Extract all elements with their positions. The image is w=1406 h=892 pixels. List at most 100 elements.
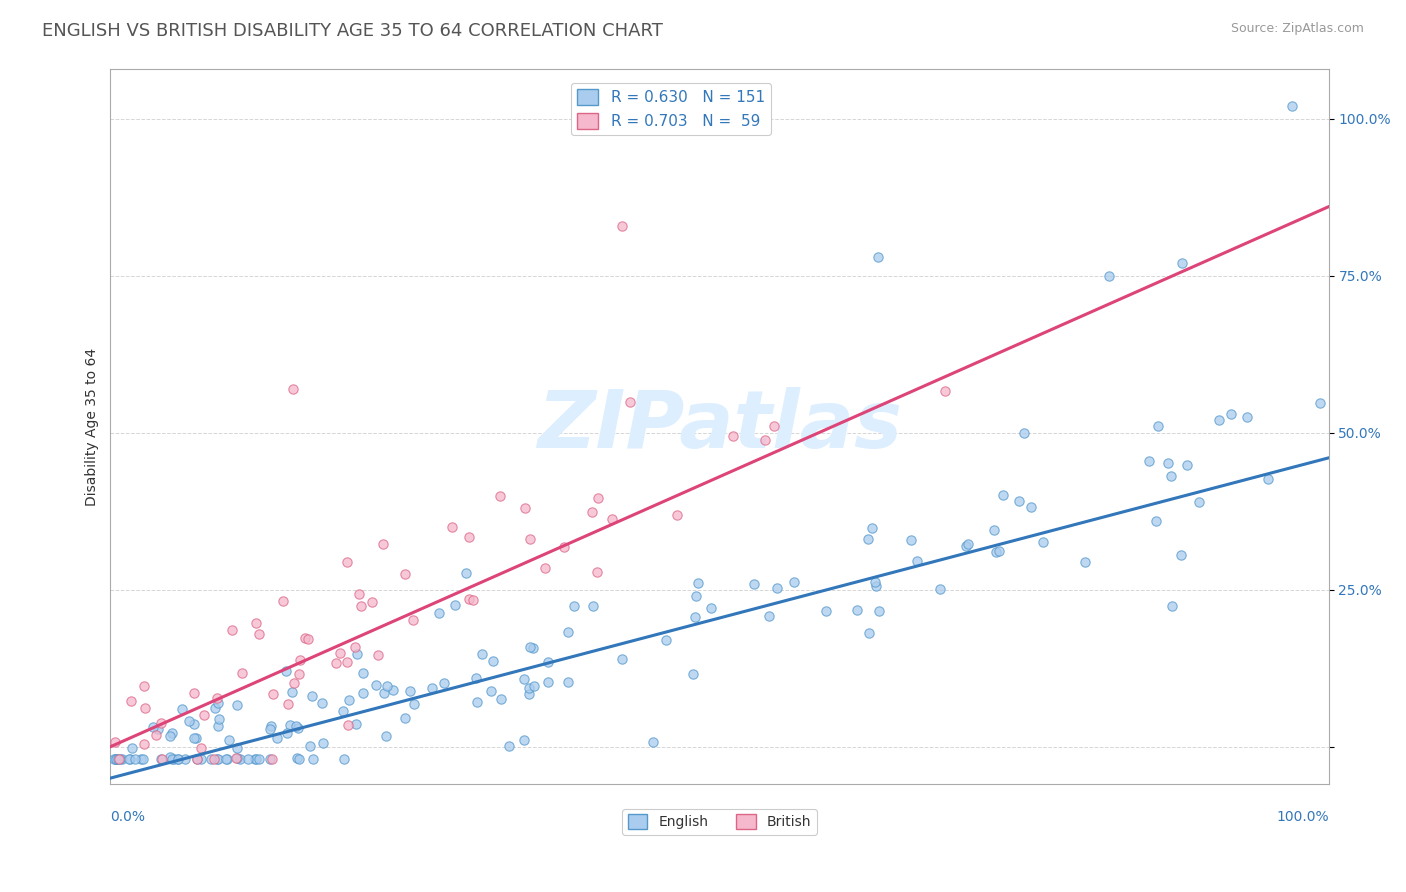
Point (249, 627, 271, 641)
Point (150, 715, 173, 730)
Point (336, 655, 359, 669)
Point (364, 678, 387, 692)
Point (1098, 268, 1121, 283)
Point (346, 647, 368, 661)
Point (585, 565, 607, 579)
Point (350, 599, 373, 613)
Point (600, 512, 623, 526)
Point (132, 738, 155, 752)
Point (427, 607, 450, 621)
Point (276, 725, 298, 739)
Point (766, 582, 789, 596)
Point (118, 752, 141, 766)
Point (1257, 472, 1279, 486)
Point (865, 575, 887, 590)
Point (402, 613, 425, 627)
Point (274, 664, 297, 678)
Point (404, 697, 426, 711)
Point (132, 752, 155, 766)
Point (124, 752, 146, 766)
Point (184, 731, 207, 745)
Point (245, 752, 267, 766)
Point (260, 719, 283, 733)
Point (352, 685, 374, 699)
Point (104, 735, 127, 749)
Point (586, 491, 609, 506)
Point (381, 682, 404, 697)
Point (1236, 409, 1258, 424)
Point (262, 687, 284, 701)
Point (619, 395, 641, 409)
Point (218, 733, 240, 747)
Point (685, 589, 707, 603)
Point (281, 382, 304, 396)
Point (245, 616, 267, 631)
Point (183, 731, 205, 746)
Point (120, 752, 142, 766)
Point (217, 752, 239, 766)
Point (934, 384, 956, 398)
Point (1208, 413, 1230, 427)
Point (683, 610, 706, 624)
Point (610, 652, 633, 666)
Point (900, 533, 922, 548)
Point (479, 683, 502, 698)
Point (643, 735, 665, 749)
Point (957, 537, 980, 551)
Point (167, 752, 190, 766)
Point (120, 694, 142, 708)
Point (285, 751, 308, 765)
Point (245, 752, 267, 766)
Y-axis label: Disability Age 35 to 64: Disability Age 35 to 64 (86, 347, 100, 506)
Point (489, 489, 512, 503)
Point (174, 752, 197, 766)
Point (686, 576, 709, 591)
Point (399, 684, 422, 698)
Point (553, 541, 575, 555)
Point (858, 626, 880, 640)
Point (1281, 99, 1303, 113)
Point (754, 434, 776, 448)
Point (160, 726, 183, 740)
Point (281, 685, 304, 699)
Point (312, 736, 335, 750)
Point (200, 752, 222, 766)
Point (482, 654, 505, 668)
Point (519, 532, 541, 546)
Point (204, 701, 226, 715)
Point (193, 707, 215, 722)
Point (229, 752, 252, 766)
Point (337, 693, 360, 707)
Point (557, 675, 579, 690)
Point (134, 701, 156, 715)
Text: ZIPatlas: ZIPatlas (537, 387, 903, 466)
Point (352, 665, 374, 680)
Point (104, 752, 127, 766)
Point (163, 752, 186, 766)
Point (311, 696, 333, 710)
Point (763, 418, 786, 433)
Point (266, 731, 288, 745)
Point (283, 676, 305, 690)
Point (287, 721, 309, 735)
Point (159, 750, 181, 764)
Point (498, 739, 520, 754)
Point (454, 566, 477, 581)
Point (610, 219, 633, 233)
Point (146, 723, 169, 737)
Point (1309, 396, 1331, 410)
Point (121, 741, 143, 756)
Point (205, 752, 228, 766)
Point (557, 625, 579, 640)
Point (928, 582, 950, 597)
Point (1147, 419, 1170, 434)
Point (288, 653, 311, 667)
Point (225, 740, 247, 755)
Point (1012, 425, 1035, 440)
Point (332, 752, 354, 766)
Point (150, 752, 173, 766)
Point (860, 521, 883, 535)
Point (336, 718, 359, 732)
Point (110, 752, 132, 766)
Point (394, 711, 416, 725)
